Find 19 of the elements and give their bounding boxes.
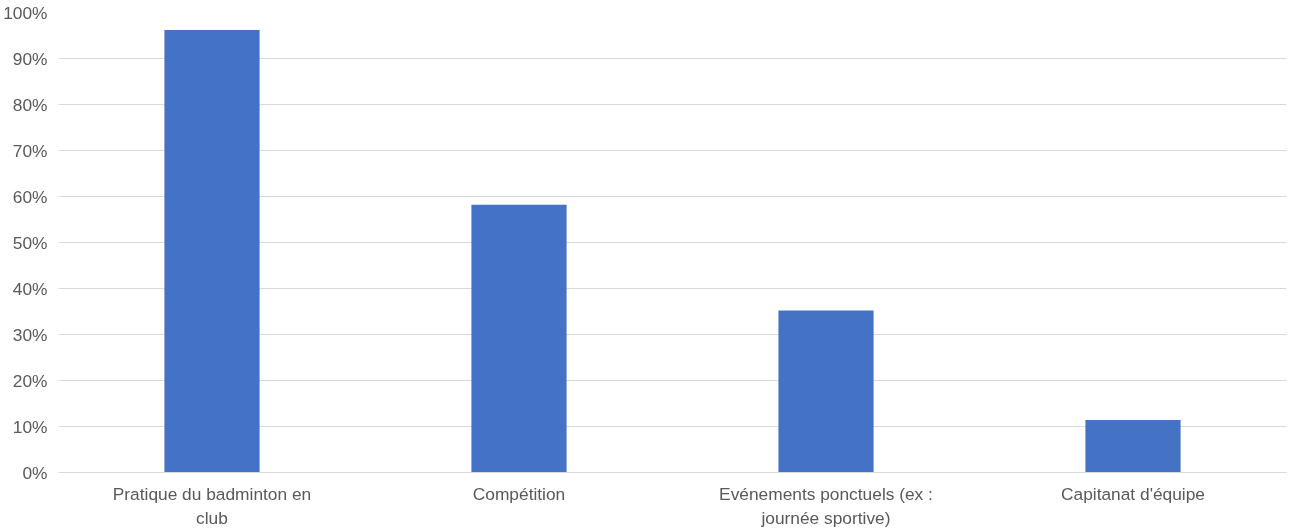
x-tick-label: Capitanat d'équipe [1061,483,1205,504]
y-tick-label: 30% [12,324,48,345]
bar [471,204,567,473]
y-tick-label: 80% [12,94,48,115]
y-tick-label: 10% [12,416,48,437]
y-tick-label: 40% [12,278,48,299]
bar [778,310,874,473]
y-tick-label: 100% [3,2,48,23]
y-tick-label: 90% [12,48,48,69]
bar [164,29,260,473]
x-tick-label: Compétition [472,483,566,504]
x-tick-label: Pratique du badminton en club [112,483,312,528]
y-tick-label: 0% [22,462,48,483]
y-tick-label: 20% [12,370,48,391]
y-tick-label: 60% [12,186,48,207]
y-tick-label: 70% [12,140,48,161]
x-tick-label: Evénements ponctuels (ex : journée sportive) [719,483,933,528]
y-tick-label: 50% [12,232,48,253]
bar [1085,420,1181,473]
